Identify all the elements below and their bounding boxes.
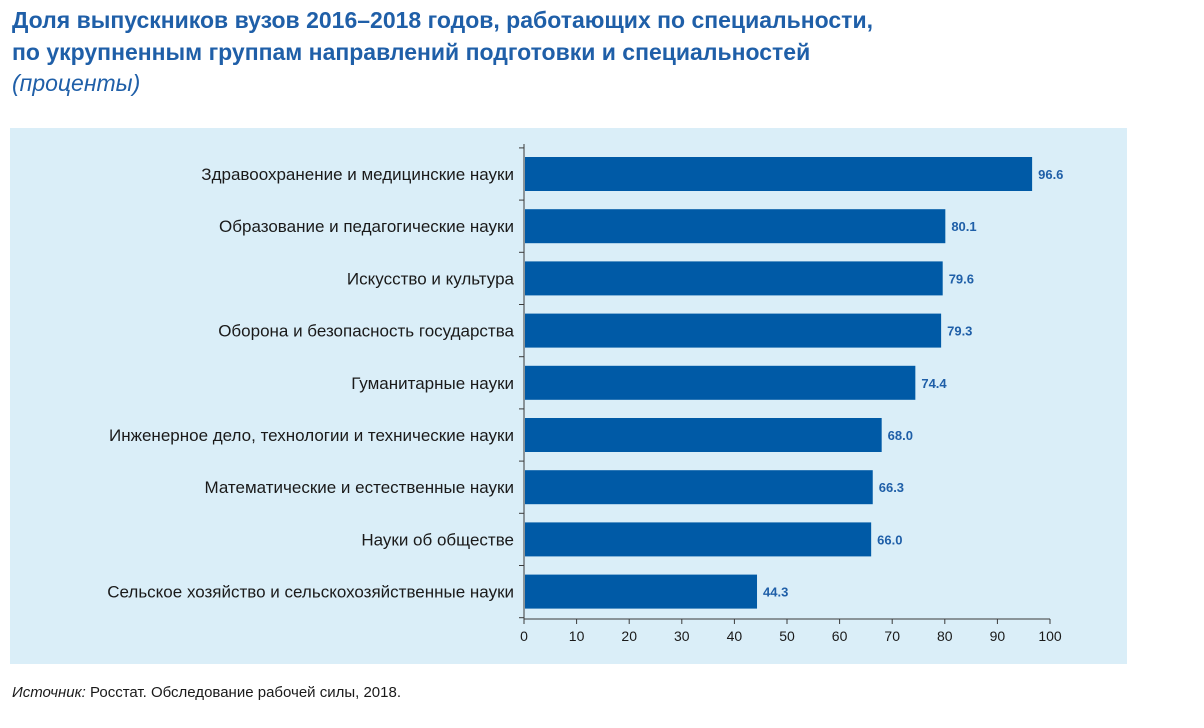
x-tick-label: 20 (621, 628, 637, 644)
bar (525, 470, 873, 505)
value-label: 66.0 (877, 532, 902, 547)
title-block: Доля выпускников вузов 2016–2018 годов, … (12, 4, 1192, 98)
value-label: 79.3 (947, 324, 972, 339)
axis-layer: 0 10 20 30 40 50 60 70 80 90 100 (519, 144, 1062, 644)
x-tick-label: 60 (832, 628, 848, 644)
value-label: 96.6 (1038, 167, 1063, 182)
x-tick-label: 30 (674, 628, 690, 644)
x-tick-label: 100 (1038, 628, 1062, 644)
bar (525, 418, 882, 452)
value-label: 68.0 (888, 428, 913, 443)
source-text: Росстат. Обследование рабочей силы, 2018… (85, 684, 401, 701)
bar (525, 209, 946, 244)
category-label: Оборона и безопасность государства (218, 322, 514, 341)
chart-title-line1: Доля выпускников вузов 2016–2018 годов, … (12, 7, 873, 33)
category-label: Гуманитарные науки (351, 374, 514, 393)
x-tick-label: 70 (884, 628, 900, 644)
source-prefix: Источник: (12, 684, 86, 701)
value-label: 44.3 (763, 585, 788, 600)
chart-panel: Здравоохранение и медицинские науки 96.6 О… (10, 128, 1127, 664)
source-note: Источник: Росстат. Обследование рабочей … (12, 684, 401, 701)
bar (525, 313, 942, 348)
category-label: Образование и педагогические науки (219, 217, 514, 236)
bar-chart: Здравоохранение и медицинские науки 96.6 О… (107, 144, 1063, 644)
x-tick-label: 50 (779, 628, 795, 644)
value-label: 80.1 (951, 219, 976, 234)
x-tick-label: 90 (990, 628, 1006, 644)
category-label: Инженерное дело, технологии и технически… (109, 426, 514, 445)
bars-layer: Здравоохранение и медицинские науки 96.6 О… (107, 157, 1063, 609)
x-tick-label: 0 (520, 628, 528, 644)
bar (525, 522, 872, 557)
category-label: Искусство и культура (347, 269, 515, 288)
chart-title-line2: по укрупненным группам направлений подго… (12, 39, 811, 65)
bar (525, 261, 943, 296)
bar (525, 365, 916, 400)
value-label: 79.6 (949, 271, 974, 286)
value-label: 66.3 (879, 480, 904, 495)
category-label: Здравоохранение и медицинские науки (201, 165, 514, 184)
x-tick-label: 80 (937, 628, 953, 644)
category-label: Сельское хозяйство и сельскохозяйственны… (107, 583, 514, 602)
chart-subtitle: (проценты) (12, 70, 141, 96)
category-label: Науки об обществе (361, 530, 514, 549)
bar (525, 574, 758, 609)
x-tick-label: 10 (569, 628, 585, 644)
category-label: Математические и естественные науки (204, 478, 514, 497)
value-label: 74.4 (921, 376, 947, 391)
x-tick-label: 40 (727, 628, 743, 644)
bar (525, 157, 1033, 191)
